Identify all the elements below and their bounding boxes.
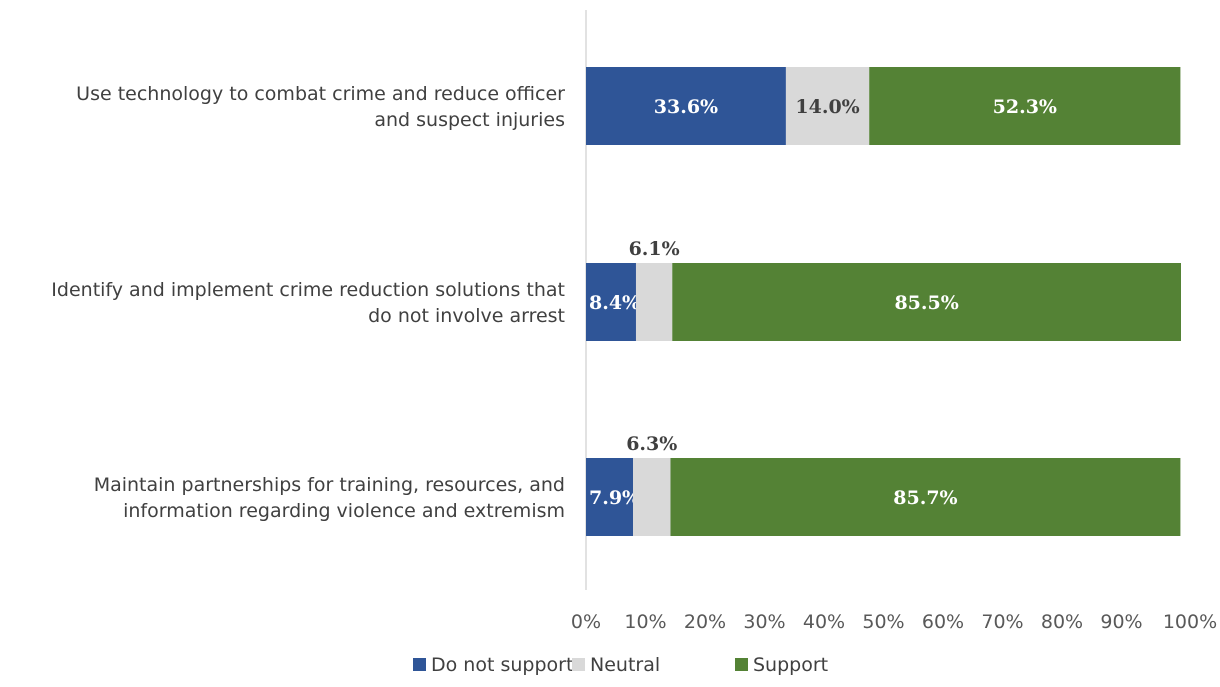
legend-label: Do not support (431, 654, 573, 676)
category-label: Maintain partnerships for training, reso… (94, 474, 565, 496)
bar-segment (633, 458, 671, 536)
bar-segment (635, 263, 673, 341)
data-label: 85.7% (893, 487, 957, 509)
data-label: 85.5% (894, 292, 958, 314)
x-tick-label: 100% (1163, 611, 1217, 633)
x-tick-label: 60% (922, 611, 964, 633)
data-label: 52.3% (993, 96, 1057, 118)
x-tick-label: 10% (624, 611, 666, 633)
category-label: Use technology to combat crime and reduc… (76, 83, 565, 105)
bar-segment (785, 67, 870, 145)
legend-label: Support (753, 654, 828, 676)
category-label: information regarding violence and extre… (123, 500, 565, 522)
bar-segment (869, 67, 1181, 145)
x-tick-label: 80% (1041, 611, 1083, 633)
data-label: 7.9% (589, 487, 640, 509)
category-label: Identify and implement crime reduction s… (51, 279, 565, 301)
bar-segment (586, 67, 786, 145)
legend-swatch (735, 658, 748, 671)
bar-segment (586, 263, 636, 341)
x-tick-label: 20% (684, 611, 726, 633)
data-label: 8.4% (589, 292, 640, 314)
legend-swatch (413, 658, 426, 671)
x-tick-label: 30% (743, 611, 785, 633)
data-label: 33.6% (654, 96, 718, 118)
category-label: do not involve arrest (368, 305, 565, 327)
x-tick-label: 70% (981, 611, 1023, 633)
legend-swatch (572, 658, 585, 671)
data-label: 6.1% (629, 238, 680, 260)
bar-segment (586, 458, 634, 536)
category-label: and suspect injuries (374, 109, 565, 131)
data-label: 14.0% (795, 96, 859, 118)
x-tick-label: 40% (803, 611, 845, 633)
data-label: 6.3% (626, 433, 677, 455)
x-tick-label: 50% (862, 611, 904, 633)
bar-segment (670, 458, 1181, 536)
legend-label: Neutral (590, 654, 660, 676)
x-tick-label: 90% (1100, 611, 1142, 633)
x-tick-label: 0% (571, 611, 601, 633)
bar-segment (672, 263, 1181, 341)
